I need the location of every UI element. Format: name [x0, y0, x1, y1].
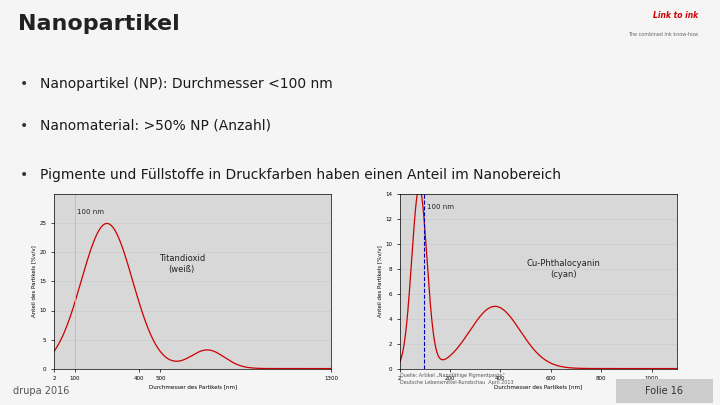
Text: Nanomaterial: >50% NP (Anzahl): Nanomaterial: >50% NP (Anzahl) — [40, 119, 271, 132]
Text: Link to ink: Link to ink — [653, 11, 698, 19]
Text: 100 nm: 100 nm — [427, 205, 454, 210]
Text: drupa 2016: drupa 2016 — [13, 386, 69, 396]
Y-axis label: Anteil des Partikels [%v/v]: Anteil des Partikels [%v/v] — [377, 245, 382, 318]
Text: 100 nm: 100 nm — [76, 209, 104, 215]
Text: Quelle: Artikel „Nanofähige Pigmentpaste“
Deutsche Lebensmittel-Rundschau  April: Quelle: Artikel „Nanofähige Pigmentpaste… — [400, 373, 513, 385]
Text: Nanopartikel: Nanopartikel — [18, 14, 180, 34]
FancyBboxPatch shape — [616, 379, 713, 403]
Text: Pigmente und Füllstoffe in Druckfarben haben einen Anteil im Nanobereich: Pigmente und Füllstoffe in Druckfarben h… — [40, 168, 561, 182]
Text: •: • — [20, 77, 28, 91]
Text: The combined ink know-how: The combined ink know-how — [629, 32, 698, 36]
Text: •: • — [20, 168, 28, 182]
Y-axis label: Anteil des Partikels [%v/v]: Anteil des Partikels [%v/v] — [32, 245, 37, 318]
X-axis label: Durchmesser des Partikels [nm]: Durchmesser des Partikels [nm] — [148, 384, 237, 389]
Text: Titandioxid
(weiß): Titandioxid (weiß) — [158, 254, 204, 274]
Text: Folie 16: Folie 16 — [645, 386, 683, 396]
Text: Cu-Phthalocyanin
(cyan): Cu-Phthalocyanin (cyan) — [526, 259, 600, 279]
Text: •: • — [20, 119, 28, 132]
Text: Nanopartikel (NP): Durchmesser <100 nm: Nanopartikel (NP): Durchmesser <100 nm — [40, 77, 333, 91]
X-axis label: Durchmesser des Partikels [nm]: Durchmesser des Partikels [nm] — [494, 384, 582, 389]
